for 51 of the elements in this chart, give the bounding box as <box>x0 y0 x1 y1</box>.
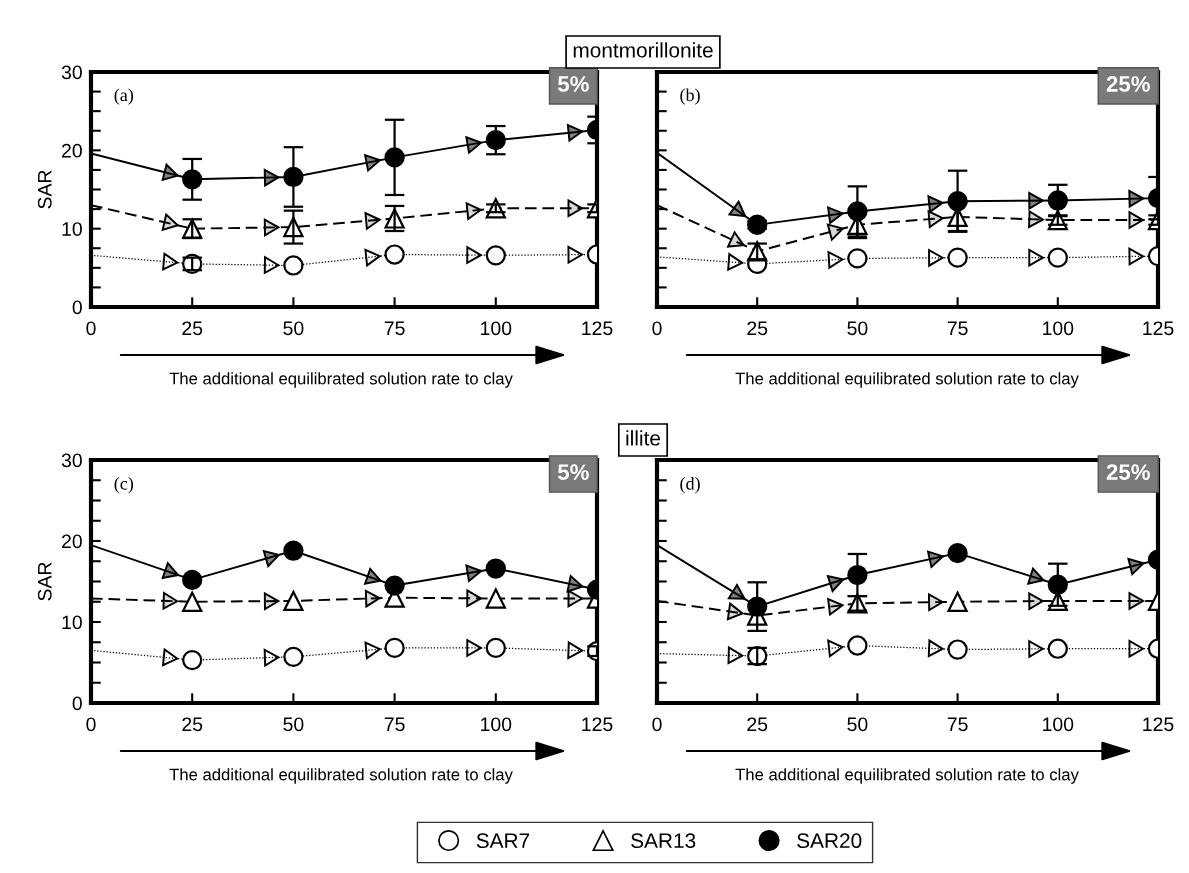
annotation: 5% <box>557 76 589 92</box>
x-tick-label: 50 <box>847 321 868 336</box>
x-tick-label: 125 <box>1143 321 1174 336</box>
y-tick-label: 30 <box>61 453 82 468</box>
x-tick-label: 100 <box>481 717 512 732</box>
x-tick-label: 25 <box>182 717 203 732</box>
x-tick-label: 50 <box>847 717 868 732</box>
x-tick-label: 100 <box>1043 321 1074 336</box>
y-axis-title: SAR <box>37 562 52 601</box>
y-tick-label: 30 <box>61 65 82 80</box>
annotation: (b) <box>680 88 700 105</box>
x-tick-label: 50 <box>283 717 304 732</box>
x-tick-label: 75 <box>947 717 968 732</box>
annotation: 5% <box>557 464 589 480</box>
y-tick-label: 10 <box>62 222 82 236</box>
x-tick-label: 100 <box>481 321 512 336</box>
y-tick-label: 0 <box>72 696 82 711</box>
x-tick-label: 0 <box>652 717 662 732</box>
x-tick-label: 0 <box>652 321 662 336</box>
annotation: 25% <box>1106 464 1150 480</box>
annotation: (a) <box>114 88 134 105</box>
x-tick-label: 100 <box>1043 717 1074 732</box>
x-tick-label: 75 <box>947 321 968 336</box>
x-tick-label: 0 <box>86 321 96 336</box>
y-tick-label: 20 <box>62 143 82 158</box>
x-tick-label: 25 <box>747 717 768 732</box>
annotation: (d) <box>680 477 700 494</box>
x-tick-label: 50 <box>283 321 304 336</box>
x-tick-label: 25 <box>182 321 203 336</box>
x-tick-label: 125 <box>582 717 613 732</box>
legend-label: SAR13 <box>631 833 696 849</box>
annotation: (c) <box>114 477 134 494</box>
y-tick-label: 10 <box>62 615 82 630</box>
text: montmorillonite <box>573 42 713 58</box>
x-tick-label: 125 <box>1143 717 1174 732</box>
x-tick-label: 0 <box>86 717 96 732</box>
x-tick-label: 75 <box>384 321 405 336</box>
y-tick-label: 0 <box>72 300 82 315</box>
x-axis-title: The additional equilibrated solution rate to clay <box>169 372 513 388</box>
legend-label: SAR20 <box>797 833 862 849</box>
x-axis-title: The additional equilibrated solution rate to clay <box>735 372 1079 388</box>
y-tick-label: 20 <box>62 534 82 549</box>
annotation: 25% <box>1106 76 1150 92</box>
x-tick-label: 75 <box>384 717 405 732</box>
legend-label: SAR7 <box>476 833 530 849</box>
x-axis-title: The additional equilibrated solution rate to clay <box>735 768 1079 784</box>
text: illite <box>626 430 661 446</box>
x-axis-title: The additional equilibrated solution rate to clay <box>169 768 513 784</box>
x-tick-label: 25 <box>747 321 768 336</box>
x-tick-label: 125 <box>582 321 613 336</box>
y-axis-title: SAR <box>37 170 52 209</box>
